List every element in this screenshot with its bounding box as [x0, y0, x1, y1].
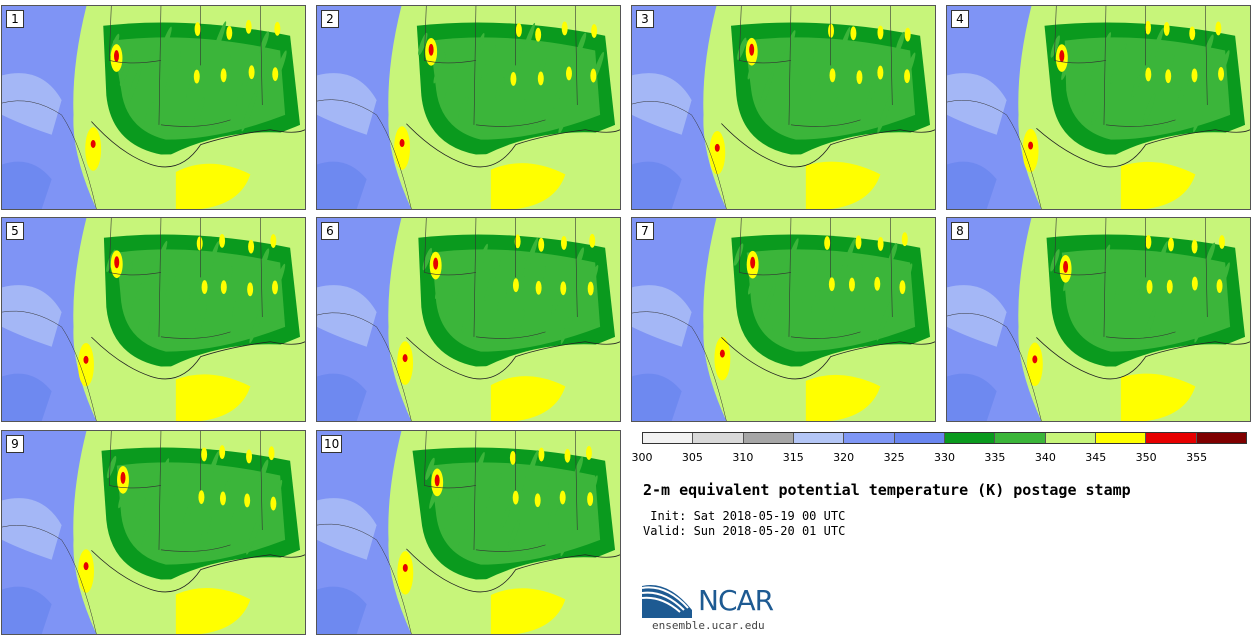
- member-number: 5: [6, 222, 24, 240]
- colorbar-bin: [995, 433, 1046, 443]
- member-map: [317, 6, 620, 209]
- colorbar-tick-label: 350: [1135, 451, 1157, 464]
- page-title: 2-m equivalent potential temperature (K)…: [643, 481, 1131, 499]
- member-number: 3: [636, 10, 654, 28]
- ncar-logo-text: NCAR: [698, 584, 774, 617]
- init-time: Init: Sat 2018-05-19 00 UTC: [643, 509, 846, 523]
- colorbar-tick-label: 325: [883, 451, 905, 464]
- colorbar-tick-label: 315: [782, 451, 804, 464]
- member-map: [632, 6, 935, 209]
- ncar-logo: NCAR ensemble.ucar.edu: [641, 578, 792, 634]
- colorbar-bin: [1095, 433, 1147, 443]
- ensemble-member-panel: 5: [1, 217, 306, 422]
- ensemble-member-panel: 1: [1, 5, 306, 210]
- ensemble-member-panel: 4: [946, 5, 1251, 210]
- member-map: [317, 431, 620, 634]
- ensemble-member-panel: 8: [946, 217, 1251, 422]
- colorbar-bin: [844, 433, 895, 443]
- colorbar-tick-label: 310: [732, 451, 754, 464]
- colorbar-tick-label: 345: [1085, 451, 1107, 464]
- colorbar-bin: [643, 433, 694, 443]
- ensemble-url: ensemble.ucar.edu: [652, 619, 765, 632]
- colorbar-legend: 300 305 310 315 320 325 330 335 340 345 350 355: [632, 432, 1260, 467]
- member-map: [2, 6, 305, 209]
- ensemble-member-panel: 10: [316, 430, 621, 635]
- member-map: [632, 218, 935, 421]
- member-number: 8: [951, 222, 969, 240]
- member-number: 6: [321, 222, 339, 240]
- ensemble-member-panel: 9: [1, 430, 306, 635]
- member-number: 10: [321, 435, 343, 453]
- member-number: 9: [6, 435, 24, 453]
- colorbar-tick-label: 300: [631, 451, 653, 464]
- colorbar-bin: [793, 433, 845, 443]
- colorbar-tick-label: 330: [934, 451, 955, 464]
- colorbar-tick-label: 355: [1186, 451, 1208, 464]
- member-map: [947, 6, 1250, 209]
- colorbar-bin: [1146, 433, 1197, 443]
- member-number: 2: [321, 10, 339, 28]
- colorbar-tick-label: 340: [1034, 451, 1056, 464]
- colorbar-bin: [1196, 433, 1246, 443]
- member-map: [317, 218, 620, 421]
- member-number: 7: [636, 222, 654, 240]
- colorbar-bin: [1045, 433, 1096, 443]
- valid-time: Valid: Sun 2018-05-20 01 UTC: [643, 524, 846, 538]
- member-number: 4: [951, 10, 969, 28]
- ncar-swoosh-icon: [641, 585, 692, 618]
- colorbar-tick-label: 305: [681, 451, 703, 464]
- member-map: [2, 218, 305, 421]
- colorbar-bin: [693, 433, 744, 443]
- ensemble-member-panel: 6: [316, 217, 621, 422]
- ensemble-member-panel: 2: [316, 5, 621, 210]
- ensemble-member-panel: 3: [631, 5, 936, 210]
- member-number: 1: [6, 10, 24, 28]
- colorbar: [642, 432, 1247, 444]
- member-map: [947, 218, 1250, 421]
- colorbar-bin: [743, 433, 794, 443]
- colorbar-tick-label: 335: [984, 451, 1006, 464]
- colorbar-bin: [894, 433, 945, 443]
- colorbar-bin: [944, 433, 996, 443]
- colorbar-tick-label: 320: [833, 451, 855, 464]
- member-map: [2, 431, 305, 634]
- colorbar-ticks: 300 305 310 315 320 325 330 335 340 345 350 355: [632, 451, 1260, 467]
- ensemble-member-panel: 7: [631, 217, 936, 422]
